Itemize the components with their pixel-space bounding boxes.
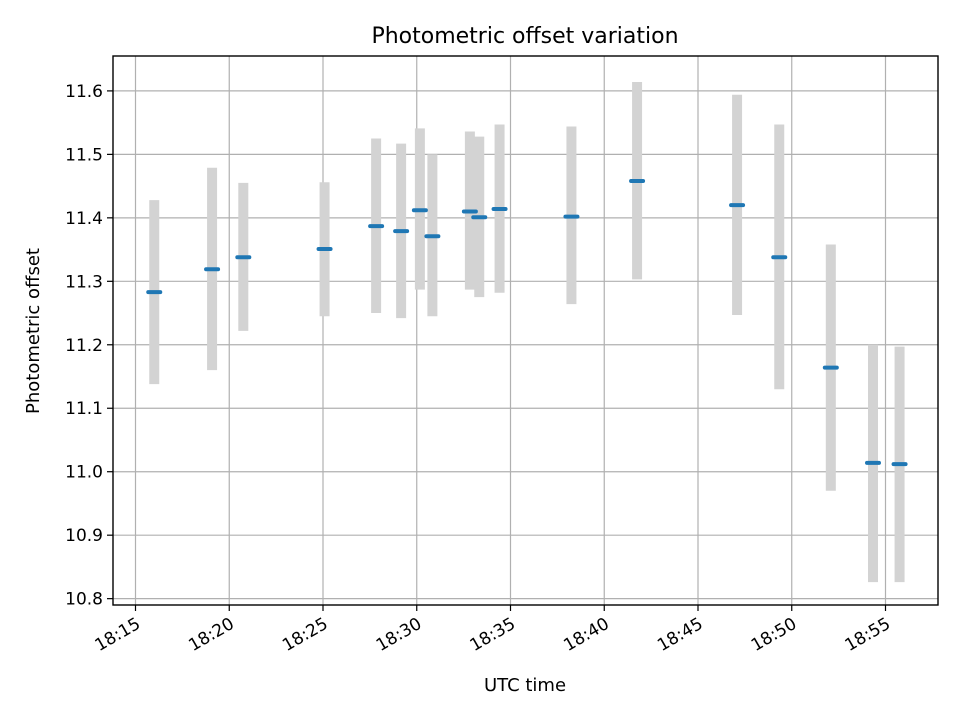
y-tick-label: 11.2 bbox=[65, 336, 103, 356]
x-tick-label: 18:30 bbox=[373, 614, 425, 656]
y-tick-label: 10.8 bbox=[65, 590, 103, 610]
error-bars bbox=[149, 82, 905, 583]
x-axis-ticks: 18:15 18:20 18:25 18:30 18:35 18:40 18:45 18:50… bbox=[92, 605, 894, 656]
x-tick-label: 18:35 bbox=[467, 614, 519, 656]
y-tick-label: 11.3 bbox=[65, 272, 103, 292]
x-tick-label: 18:55 bbox=[842, 614, 894, 656]
chart-title: Photometric offset variation bbox=[371, 24, 678, 49]
x-axis-label: UTC time bbox=[484, 675, 566, 696]
y-tick-label: 11.1 bbox=[65, 399, 103, 419]
x-tick-label: 18:15 bbox=[92, 614, 144, 656]
x-tick-label: 18:20 bbox=[185, 614, 237, 656]
data-points bbox=[146, 179, 908, 467]
y-tick-label: 11.5 bbox=[65, 145, 103, 165]
plot-frame bbox=[112, 55, 939, 606]
y-tick-label: 11.6 bbox=[65, 82, 103, 102]
y-tick-label: 10.9 bbox=[65, 526, 103, 546]
grid-lines bbox=[113, 56, 938, 605]
y-axis-label: Photometric offset bbox=[23, 248, 44, 414]
x-tick-label: 18:40 bbox=[560, 614, 612, 656]
y-tick-label: 11.4 bbox=[65, 209, 103, 229]
x-tick-label: 18:45 bbox=[654, 614, 706, 656]
y-axis-ticks: 10.8 10.9 11.0 11.1 11.2 11.3 11.4 11.5 11.6 bbox=[65, 82, 113, 610]
x-tick-label: 18:25 bbox=[279, 614, 331, 656]
y-tick-label: 11.0 bbox=[65, 463, 103, 483]
x-tick-label: 18:50 bbox=[748, 614, 800, 656]
